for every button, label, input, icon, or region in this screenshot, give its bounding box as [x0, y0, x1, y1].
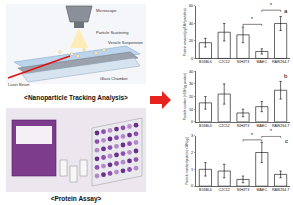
svg-text:2: 2	[191, 151, 193, 155]
svg-text:*: *	[251, 16, 253, 22]
svg-text:<Nanoparticle Tracking Analysi: <Nanoparticle Tracking Analysis>	[24, 94, 128, 102]
svg-text:0: 0	[191, 120, 193, 124]
svg-text:40: 40	[189, 70, 193, 74]
svg-text:Particle Scattering: Particle Scattering	[96, 30, 128, 35]
svg-text:NIH3T3: NIH3T3	[237, 188, 249, 192]
svg-text:RAW264.7: RAW264.7	[272, 124, 289, 128]
svg-text:40: 40	[189, 22, 193, 26]
svg-text:NIH3T3: NIH3T3	[237, 60, 249, 64]
svg-text:Particle number (×10⁸/μg prote: Particle number (×10⁸/μg protein)	[183, 73, 187, 120]
svg-text:Microscope: Microscope	[96, 8, 117, 13]
svg-text:Vesicle Suspension: Vesicle Suspension	[108, 40, 143, 45]
svg-text:a: a	[284, 8, 288, 14]
svg-text:Particle number/protein (×10⁸/: Particle number/protein (×10⁸/μg)	[185, 137, 189, 184]
svg-text:Laser Beam: Laser Beam	[8, 82, 30, 87]
svg-text:<Protein Assay>: <Protein Assay>	[51, 195, 102, 203]
svg-text:RAW264.7: RAW264.7	[272, 60, 289, 64]
svg-text:Protein amount (μg/10¹⁰ partic: Protein amount (μg/10¹⁰ particles)	[183, 8, 187, 55]
svg-text:*: *	[251, 132, 253, 138]
svg-text:MAEC: MAEC	[257, 188, 268, 192]
svg-text:B16BL6: B16BL6	[199, 60, 212, 64]
svg-text:30: 30	[189, 82, 193, 86]
svg-text:B16BL6: B16BL6	[199, 188, 212, 192]
svg-text:20: 20	[189, 39, 193, 43]
svg-text:C2C12: C2C12	[219, 124, 230, 128]
svg-text:1: 1	[191, 168, 193, 172]
svg-text:MAEC: MAEC	[257, 124, 268, 128]
svg-text:*: *	[270, 128, 272, 134]
svg-text:60: 60	[189, 4, 193, 8]
svg-text:RAW264.7: RAW264.7	[272, 188, 289, 192]
svg-text:10: 10	[189, 108, 193, 112]
svg-text:B16BL6: B16BL6	[199, 124, 212, 128]
svg-text:c: c	[285, 138, 288, 144]
svg-text:0: 0	[191, 184, 193, 188]
svg-text:C2C12: C2C12	[219, 188, 230, 192]
svg-text:Glass Chamber: Glass Chamber	[100, 76, 128, 81]
svg-text:C2C12: C2C12	[219, 60, 230, 64]
svg-text:20: 20	[189, 95, 193, 99]
svg-text:3: 3	[191, 134, 193, 138]
svg-text:MAEC: MAEC	[257, 60, 268, 64]
svg-text:0: 0	[191, 57, 193, 61]
svg-text:*: *	[270, 2, 272, 8]
svg-text:NIH3T3: NIH3T3	[237, 124, 249, 128]
svg-text:b: b	[284, 73, 288, 79]
